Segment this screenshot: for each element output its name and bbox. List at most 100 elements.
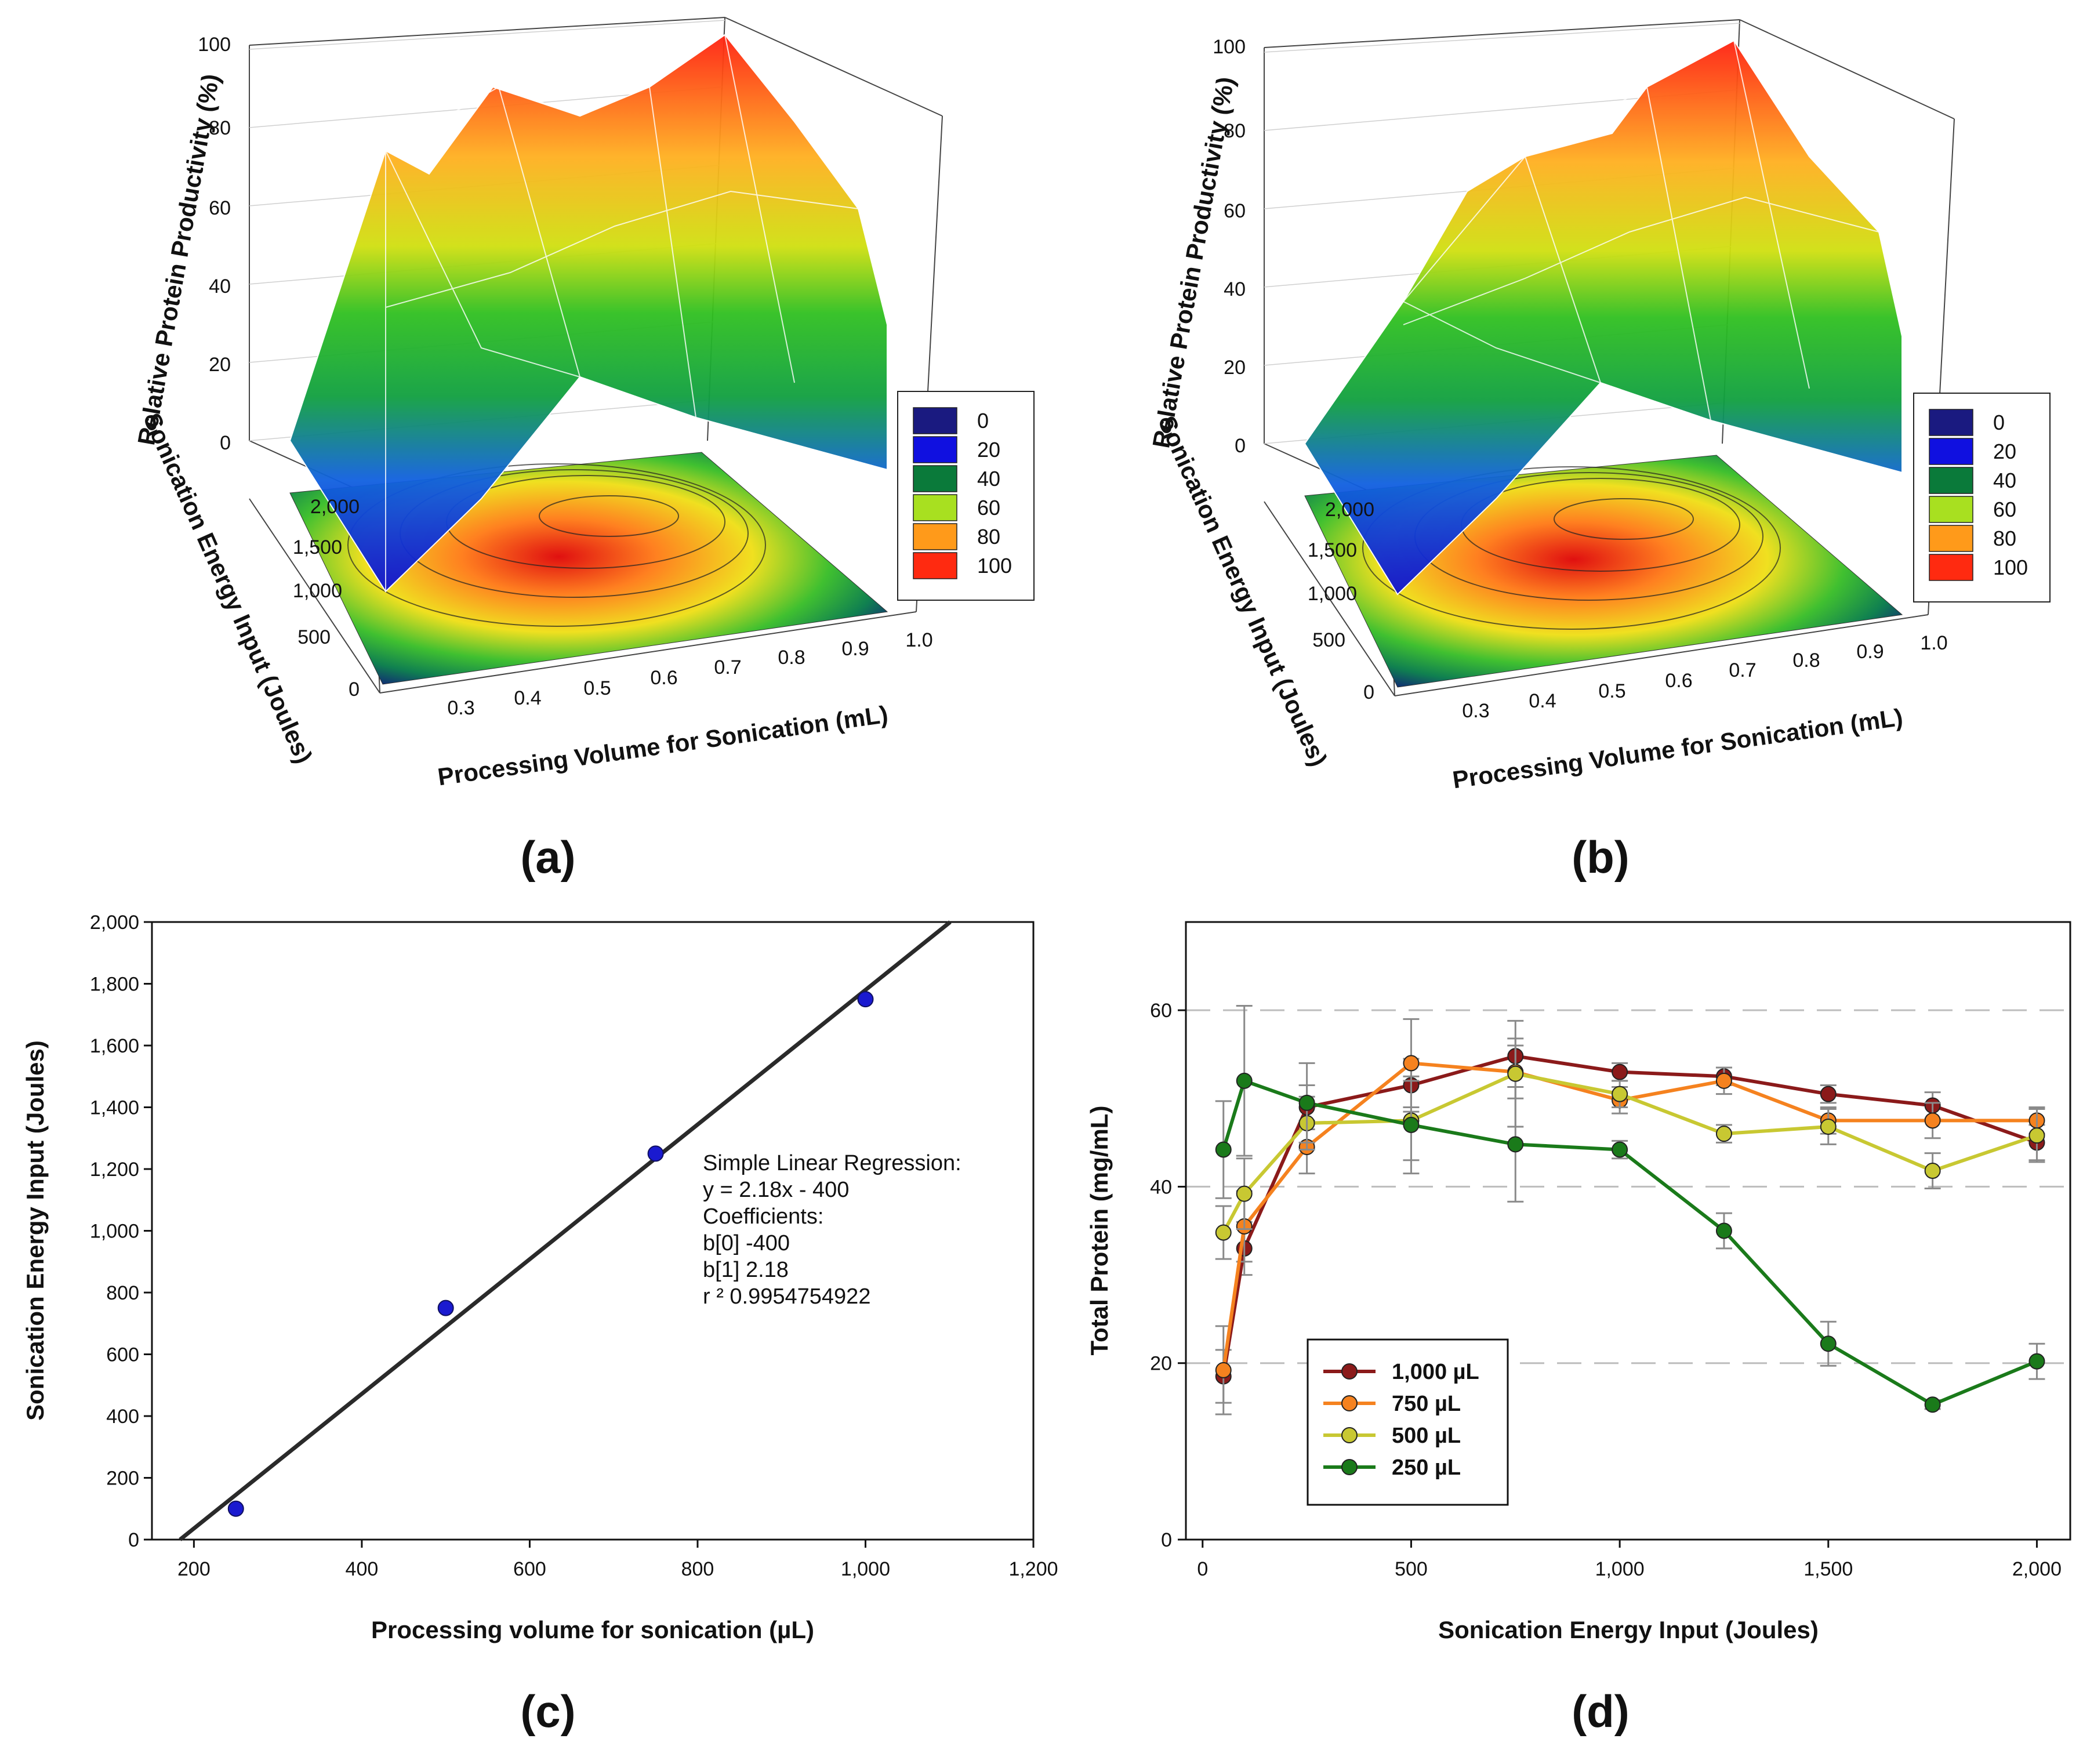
legend-swatch (913, 465, 957, 492)
legend-swatch (913, 407, 957, 434)
legend-label: 40 (1993, 469, 2016, 492)
legend-label: 0 (1993, 411, 2005, 434)
legend-label: 500 µL (1392, 1424, 1461, 1448)
panel-c-regression-line (179, 920, 952, 1541)
data-point (1215, 1141, 1232, 1158)
annotation-line: r ² 0.9954754922 (703, 1284, 870, 1309)
series-line (1221, 1061, 2037, 1371)
legend-swatch (1929, 496, 1973, 523)
x-tick: 1.0 (1920, 632, 1947, 654)
y-tick-label: 400 (106, 1406, 139, 1428)
data-point (437, 1300, 454, 1316)
x-tick-label: 600 (513, 1558, 546, 1580)
x-tick-label: 400 (346, 1558, 379, 1580)
z-tick: 40 (209, 275, 231, 297)
legend-label: 0 (977, 409, 989, 433)
x-tick: 0.9 (841, 638, 869, 660)
y-tick: 500 (297, 626, 331, 648)
panel-b-y-ticks: 2,000 1,500 1,000 500 0 (1308, 499, 1374, 703)
x-tick: 0.6 (650, 667, 677, 689)
panel-d-y-axis-label: Total Protein (mg/mL) (1086, 1106, 1113, 1356)
panel-d-y-ticks: 0 20 40 60 (1150, 1000, 1186, 1551)
annotation-line: y = 2.18x - 400 (703, 1178, 849, 1202)
panel-c-x-axis-label: Processing volume for sonication (µL) (371, 1616, 814, 1643)
annotation-line: Coefficients: (703, 1204, 823, 1229)
data-point (1715, 1222, 1732, 1239)
series-line (1221, 1054, 2038, 1377)
series-500l (1215, 1019, 2045, 1260)
legend-swatch (913, 552, 957, 579)
z-tick: 60 (1224, 200, 1246, 222)
series-line (1221, 1078, 2038, 1407)
legend-label: 100 (977, 554, 1012, 578)
panel-a-z-ticks: 100 80 60 40 20 0 (198, 34, 231, 454)
y-tick: 2,000 (1325, 499, 1374, 521)
x-tick: 0.3 (447, 697, 474, 719)
panel-d-series (1215, 1005, 2045, 1415)
x-tick-label: 200 (177, 1558, 211, 1580)
legend-swatch (1929, 467, 1973, 494)
panel-b-surface-plot: 100 80 60 40 20 0 Relative Protein Produ… (1147, 19, 2051, 883)
data-point (2028, 1353, 2045, 1370)
x-tick: 1.0 (905, 629, 932, 651)
data-point (1215, 1224, 1232, 1241)
data-point (1715, 1126, 1732, 1142)
legend-label: 100 (1993, 556, 2028, 579)
data-point (2028, 1127, 2045, 1144)
panel-d-x-axis-label: Sonication Energy Input (Joules) (1438, 1616, 1819, 1643)
legend-swatch (1929, 554, 1973, 581)
legend-label: 60 (1993, 498, 2016, 521)
y-tick-label: 600 (106, 1344, 139, 1366)
legend-label: 20 (977, 438, 1000, 462)
data-point (1820, 1335, 1837, 1352)
y-tick: 1,000 (293, 580, 342, 602)
data-point (1507, 1136, 1524, 1153)
y-tick: 0 (349, 678, 360, 700)
legend-label: 1,000 µL (1392, 1360, 1479, 1384)
panel-d-line-chart: 0 20 40 60 0 500 1,000 1,500 2,000 1,000 µL 750 … (1086, 921, 2071, 1737)
data-point (1403, 1116, 1420, 1133)
y-tick: 2,000 (310, 496, 360, 518)
data-point (1820, 1086, 1837, 1102)
panel-c-x-ticks: 200 400 600 800 1,000 1,200 (177, 1540, 1058, 1580)
z-tick: 100 (198, 34, 231, 56)
panel-c-y-axis-label: Sonication Energy Input (Joules) (21, 1040, 49, 1421)
x-tick-label: 1,000 (1595, 1558, 1645, 1580)
y-tick-label: 0 (128, 1529, 139, 1551)
x-tick: 0.7 (714, 656, 741, 678)
y-tick-label: 1,600 (90, 1035, 139, 1057)
panel-a-x-ticks: 0.3 0.4 0.5 0.6 0.7 0.8 0.9 1.0 (447, 629, 932, 719)
panel-d-gridlines (1186, 1009, 2070, 1364)
panel-a-y-ticks: 2,000 1,500 1,000 500 0 (293, 496, 360, 700)
panel-a-x-axis-label: Processing Volume for Sonication (mL) (436, 700, 890, 791)
x-tick-label: 1,500 (1803, 1558, 1853, 1580)
legend-label: 40 (977, 467, 1000, 491)
z-tick: 20 (209, 354, 231, 376)
data-point (1924, 1396, 1941, 1413)
legend-label: 60 (977, 496, 1000, 520)
data-point (1612, 1064, 1628, 1080)
legend-swatch (1929, 409, 1973, 436)
panel-b-z-axis-label: Relative Protein Productivity (%) (1147, 75, 1239, 450)
x-tick: 0.8 (1792, 649, 1820, 672)
panel-b-legend: 0 20 40 60 80 100 (1913, 393, 2051, 602)
y-tick: 1,000 (1308, 583, 1357, 605)
y-tick: 0 (1363, 681, 1374, 703)
data-point (1403, 1055, 1420, 1072)
z-tick: 40 (1224, 278, 1246, 300)
panel-b-x-axis-label: Processing Volume for Sonication (mL) (1451, 703, 1904, 794)
panel-b-label: (b) (1572, 832, 1630, 883)
x-tick-label: 800 (681, 1558, 714, 1580)
panel-a-y-axis-label: Sonication Energy Input (Joules) (138, 409, 318, 767)
panel-a-legend: 0 20 40 60 80 100 (897, 391, 1035, 601)
panel-a-surface-plot: 100 80 60 40 20 0 Relative Protein Produ… (132, 17, 1035, 883)
x-tick: 0.4 (1529, 690, 1556, 712)
legend-marker (1341, 1395, 1358, 1411)
y-tick-label: 1,800 (90, 974, 139, 996)
z-tick: 20 (1224, 357, 1246, 379)
z-tick: 0 (1235, 435, 1246, 457)
legend-label: 250 µL (1392, 1456, 1461, 1480)
y-tick-label: 60 (1150, 1000, 1172, 1022)
y-tick-label: 1,400 (90, 1097, 139, 1119)
